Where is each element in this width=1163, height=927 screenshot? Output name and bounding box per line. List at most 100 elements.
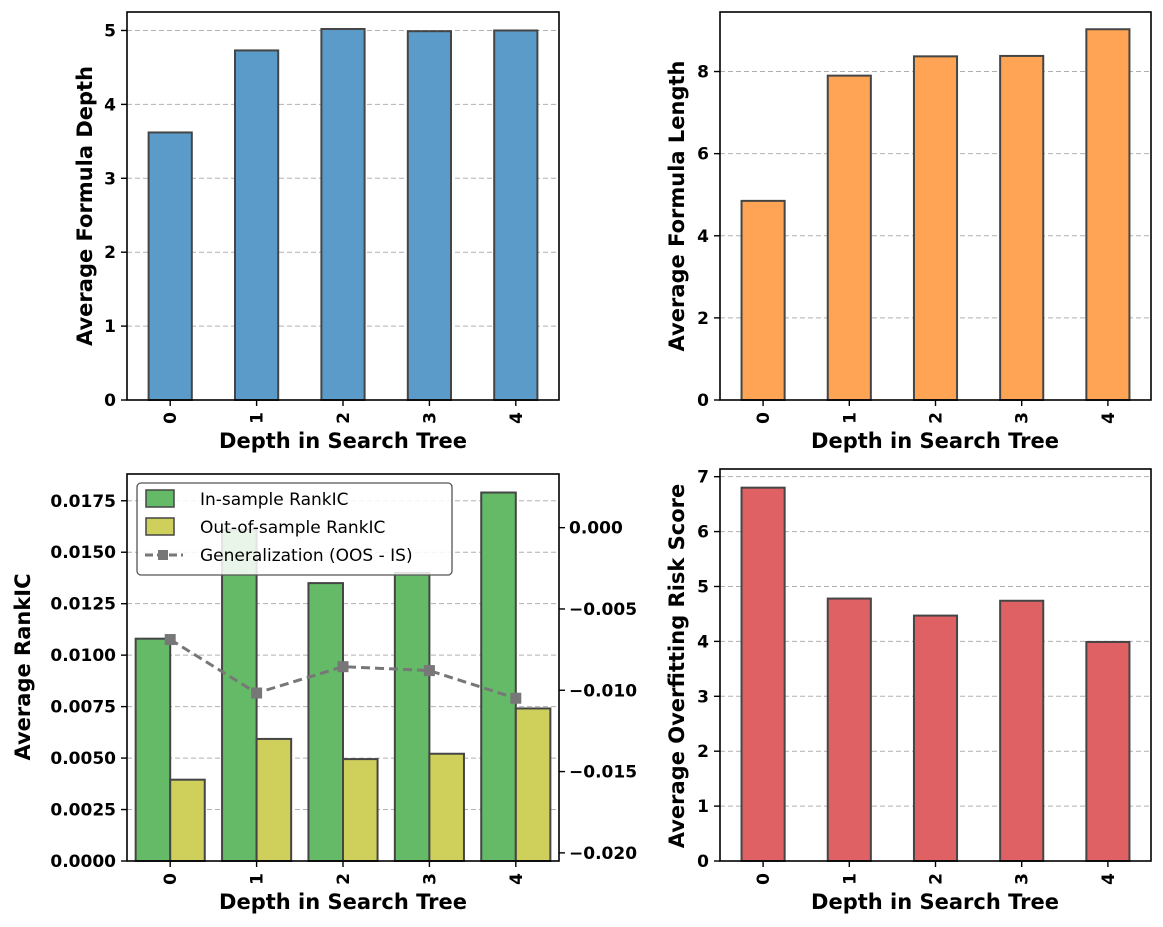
- y-axis-label: Average Formula Length: [665, 61, 689, 352]
- bar-in-sample: [480, 491, 517, 862]
- bar: [999, 599, 1045, 862]
- bar: [493, 29, 539, 401]
- x-axis-label: Depth in Search Tree: [219, 890, 467, 914]
- bar-out-of-sample: [514, 707, 552, 862]
- generalization-marker: [337, 661, 349, 673]
- x-tick-label: 2: [334, 412, 354, 424]
- x-tick-label: 3: [420, 873, 440, 885]
- bar-in-sample: [393, 571, 431, 863]
- legend-swatch-out-of-sample: [145, 517, 175, 536]
- y2-tick-label: −0.015: [569, 763, 637, 783]
- panel-rankic: 0.00000.00250.00500.00750.01000.01250.01…: [11, 473, 637, 914]
- y-tick-label: 0: [104, 391, 116, 411]
- bar: [1085, 28, 1131, 401]
- bar: [999, 54, 1045, 401]
- y2-tick-label: −0.010: [569, 681, 637, 701]
- bar: [826, 74, 872, 402]
- y-tick-label: 0.0100: [50, 646, 116, 666]
- y-tick-label: 4: [697, 632, 709, 652]
- y-tick-label: 4: [104, 95, 116, 115]
- x-tick-label: 1: [248, 873, 268, 885]
- x-tick-label: 0: [754, 873, 774, 885]
- x-tick-label: 3: [420, 412, 440, 424]
- x-tick-label: 3: [1013, 412, 1033, 424]
- bar: [740, 486, 786, 862]
- x-axis-label: Depth in Search Tree: [811, 890, 1059, 914]
- y2-tick-label: 0.000: [569, 519, 623, 539]
- bar: [234, 49, 280, 401]
- bar-in-sample: [134, 637, 172, 862]
- bar: [320, 27, 366, 401]
- y-tick-label: 6: [697, 523, 709, 543]
- x-tick-label: 0: [161, 873, 181, 885]
- y-tick-label: 0.0000: [50, 852, 116, 872]
- y-tick-label: 4: [697, 227, 709, 247]
- legend-label-out-of-sample: Out-of-sample RankIC: [200, 518, 385, 538]
- generalization-marker: [510, 692, 522, 704]
- y-tick-label: 2: [697, 309, 709, 329]
- y-tick-label: 8: [697, 63, 709, 83]
- x-tick-label: 3: [1013, 873, 1033, 885]
- bar: [740, 199, 786, 401]
- bar-out-of-sample: [428, 752, 465, 862]
- y-tick-label: 0.0050: [50, 749, 116, 769]
- bar-out-of-sample: [255, 737, 293, 862]
- y-tick-label: 5: [104, 21, 116, 41]
- y-axis-label: Average RankIC: [11, 573, 35, 760]
- y-tick-label: 2: [697, 742, 709, 762]
- bar: [912, 55, 959, 401]
- legend-marker-generalization: [158, 550, 168, 560]
- y2-tick-label: −0.020: [569, 844, 637, 864]
- x-axis-label: Depth in Search Tree: [219, 429, 467, 453]
- y-tick-label: 1: [697, 797, 709, 817]
- y-tick-label: 0.0025: [50, 801, 116, 821]
- bar: [1085, 640, 1131, 862]
- y-tick-label: 5: [697, 577, 709, 597]
- y-tick-label: 0.0125: [50, 595, 116, 615]
- legend-swatch-in-sample: [145, 489, 175, 508]
- y-tick-label: 3: [104, 169, 116, 189]
- panel-formula-depth: 0 1 2 3 4 5 0 1 2 3 4 Depth in Search Tree Averag…: [73, 11, 560, 453]
- panel-overfitting-risk: 0 1 2 3 4 5 6 7 0 1 2 3 4 Depth in Search Tree Aver…: [665, 468, 1152, 914]
- x-tick-label: 1: [248, 412, 268, 424]
- generalization-marker: [251, 687, 263, 699]
- bar: [406, 30, 452, 401]
- generalization-marker: [164, 634, 176, 646]
- x-tick-label: 1: [840, 412, 860, 424]
- x-tick-label: 2: [927, 412, 947, 424]
- x-tick-label: 4: [507, 412, 527, 424]
- bar-in-sample: [221, 528, 258, 862]
- generalization-marker: [423, 665, 435, 677]
- y-axis-label: Average Formula Depth: [73, 66, 97, 346]
- x-axis-label: Depth in Search Tree: [811, 429, 1059, 453]
- x-tick-label: 0: [161, 412, 181, 424]
- bar-out-of-sample: [342, 758, 379, 862]
- legend-label-generalization: Generalization (OOS - IS): [200, 546, 413, 566]
- bar-out-of-sample: [169, 778, 206, 863]
- generalization-line: [169, 638, 517, 700]
- bar-in-sample: [307, 582, 345, 862]
- x-tick-label: 2: [927, 873, 947, 885]
- x-tick-label: 4: [1099, 412, 1119, 424]
- y-tick-label: 2: [104, 243, 116, 263]
- legend-box: [136, 482, 453, 576]
- y-tick-label: 0: [697, 391, 709, 411]
- y-tick-label: 1: [104, 317, 116, 337]
- y2-tick-label: −0.005: [569, 600, 637, 620]
- x-tick-label: 0: [754, 412, 774, 424]
- y-tick-label: 6: [697, 145, 709, 165]
- y-axis-label: Average Overfitting Risk Score: [665, 484, 689, 849]
- x-tick-label: 4: [1099, 873, 1119, 885]
- y-tick-label: 7: [697, 468, 709, 488]
- y-tick-label: 0.0075: [50, 698, 116, 718]
- y-tick-label: 3: [697, 687, 709, 707]
- x-tick-label: 2: [334, 873, 354, 885]
- x-tick-label: 4: [507, 873, 527, 885]
- bar: [147, 131, 193, 402]
- legend-label-in-sample: In-sample RankIC: [200, 490, 349, 510]
- y-tick-label: 0.0175: [50, 492, 116, 512]
- panel-formula-length: 0 2 4 6 8 0 1 2 3 4 Depth in Search Tree Average…: [665, 11, 1152, 453]
- y-tick-label: 0.0150: [50, 543, 116, 563]
- legend: In-sample RankIC Out-of-sample RankIC Ge…: [136, 482, 453, 576]
